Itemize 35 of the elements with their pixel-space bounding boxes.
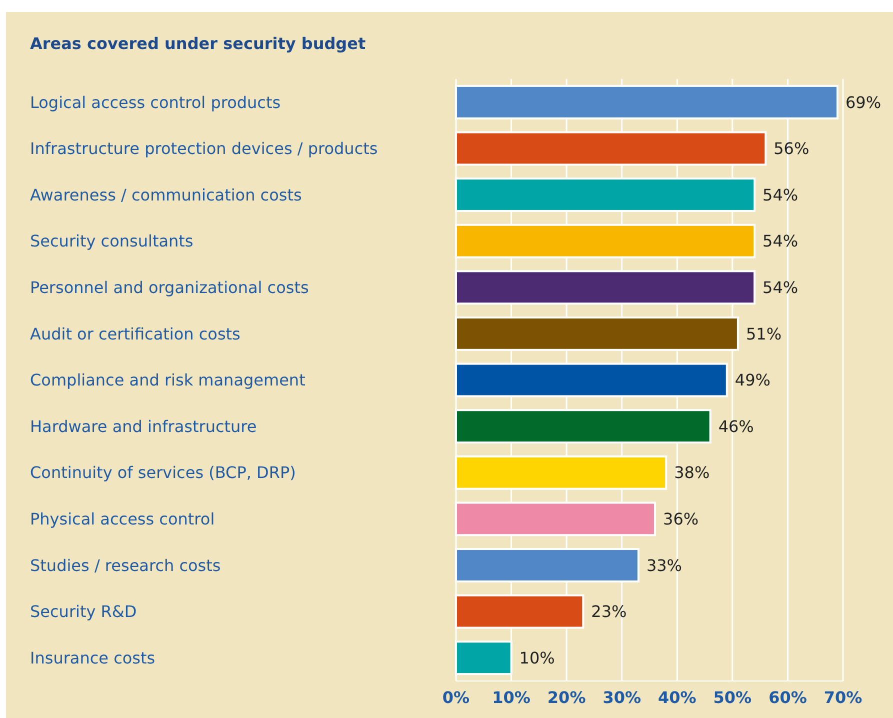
y-tick-label: Awareness / communication costs [30, 185, 302, 204]
y-tick-label: Audit or certification costs [30, 324, 240, 344]
x-tick-label: 0% [442, 688, 470, 707]
data-label: 38% [674, 463, 710, 482]
text: Areas covered under security budget [30, 34, 366, 53]
data-label: 56% [774, 139, 810, 158]
y-tick-label: Studies / research costs [30, 556, 221, 575]
y-tick-label: Personnel and organizational costs [30, 278, 309, 297]
y-tick-label: Insurance costs [30, 648, 156, 668]
x-tick-label: 70% [824, 688, 862, 707]
y-tick-label: Physical access control [30, 510, 215, 529]
y-tick-label: Continuity of services (BCP, DRP) [30, 463, 296, 482]
data-label: 46% [718, 416, 754, 436]
y-tick-label: Infrastructure protection devices / products [30, 139, 378, 158]
y-tick-label: Hardware and infrastructure [30, 416, 257, 436]
data-label: 69% [845, 92, 882, 112]
x-tick-label: 10% [492, 688, 530, 707]
data-label: 51% [746, 324, 782, 344]
data-label: 33% [646, 556, 682, 575]
y-tick-label: Logical access control products [30, 92, 281, 112]
data-label: 23% [591, 602, 627, 622]
x-tick-label: 20% [547, 688, 586, 707]
data-label: 49% [734, 370, 770, 390]
x-tick-label: 30% [602, 688, 642, 707]
data-label: 36% [663, 510, 699, 529]
data-label: 54% [762, 185, 798, 204]
y-tick-label: Compliance and risk management [30, 370, 306, 390]
y-tick-label: Security R&D [30, 602, 137, 622]
data-label: 54% [762, 278, 798, 297]
y-tick-label: Security consultants [30, 232, 194, 251]
x-tick-label: 60% [768, 688, 807, 707]
x-tick-label: 50% [713, 688, 752, 707]
x-tick-label: 40% [658, 688, 696, 707]
data-label: 10% [519, 648, 555, 668]
data-label: 54% [762, 232, 798, 251]
